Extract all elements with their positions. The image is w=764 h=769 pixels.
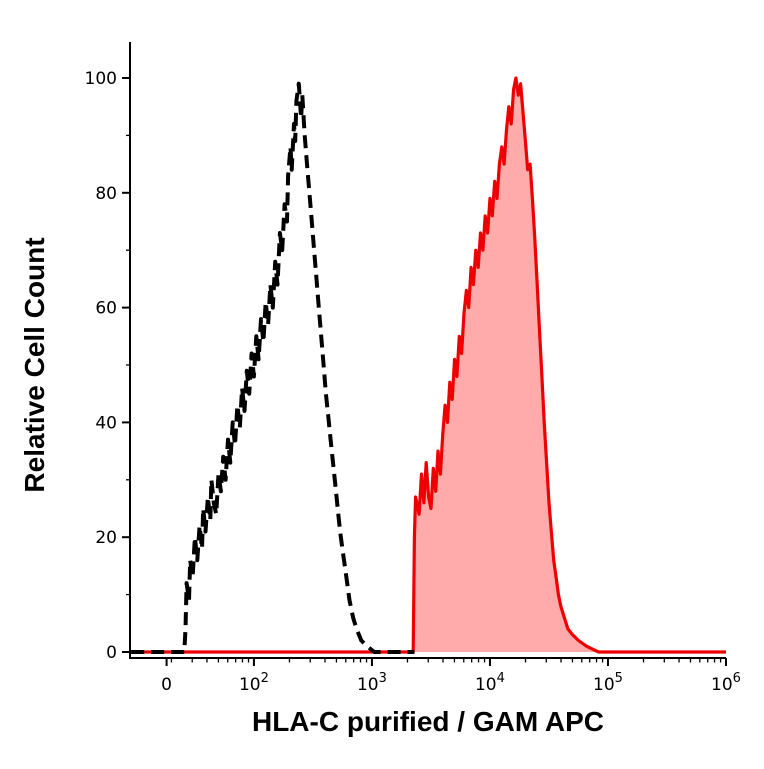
x-axis-title: HLA-C purified / GAM APC — [252, 706, 604, 737]
x-tick-label: 103 — [357, 671, 387, 695]
y-tick-label: 80 — [95, 184, 117, 204]
y-tick-label: 100 — [85, 69, 117, 89]
x-tick-label: 106 — [711, 671, 741, 695]
sample-red-filled-fill — [130, 78, 726, 652]
x-tick-label: 0 — [161, 675, 172, 695]
control-black-dashed-curve — [131, 81, 415, 654]
tick-labels-layer: 0 102 103 104 105 106 0 20 40 60 80 100 — [85, 69, 741, 695]
y-tick-label: 40 — [95, 413, 117, 433]
tick-marks-layer — [122, 77, 727, 666]
y-tick-label: 20 — [95, 528, 117, 548]
y-axis-title: Relative Cell Count — [19, 237, 50, 492]
axes-layer — [129, 42, 726, 659]
x-tick-label: 105 — [593, 671, 623, 695]
sample-red-filled-curve — [130, 76, 726, 654]
y-tick-label: 60 — [95, 299, 117, 319]
x-tick-label: 102 — [239, 671, 269, 695]
x-tick-label: 104 — [475, 671, 505, 695]
histogram-series-layer — [130, 76, 726, 654]
y-tick-label: 0 — [106, 643, 117, 663]
